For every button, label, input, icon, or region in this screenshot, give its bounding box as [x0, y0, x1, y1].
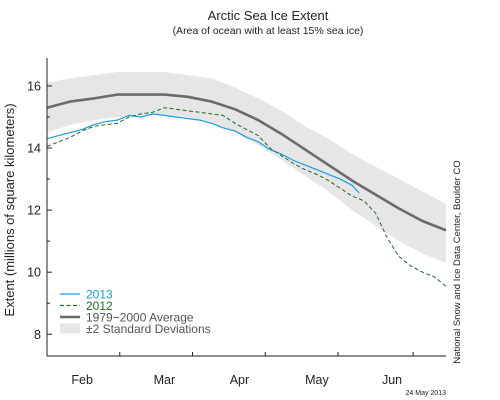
x-tick-label: Mar	[154, 373, 176, 387]
x-tick-label: May	[305, 373, 329, 387]
date-stamp: 24 May 2013	[406, 390, 447, 397]
credit-text: National Snow and Ice Data Center, Bould…	[452, 160, 463, 363]
y-tick-label: 12	[27, 204, 41, 218]
x-tick-label: Jun	[382, 373, 402, 387]
y-tick-label: 10	[27, 266, 41, 280]
series-line-2	[46, 107, 447, 287]
chart-title: Arctic Sea Ice Extent	[208, 8, 329, 23]
x-tick-label: Apr	[230, 373, 249, 387]
y-tick-label: 14	[27, 142, 41, 156]
plot-area: 8 10 12 14 16 Feb Mar Apr May Jun 201320121979−200…	[27, 58, 447, 387]
chart-subtitle: (Area of ocean with at least 15% sea ice…	[173, 25, 364, 37]
series-line-1	[46, 113, 360, 194]
series-line-0	[46, 93, 447, 232]
legend-label: ±2 Standard Deviations	[86, 322, 211, 336]
y-tick-label: 8	[34, 328, 41, 342]
legend-label: 2012	[86, 299, 113, 313]
std-dev-band	[47, 72, 446, 263]
legend-label: 1979−2000 Average	[86, 310, 194, 324]
y-tick-label: 16	[27, 79, 41, 93]
legend-label: 2013	[86, 287, 113, 301]
legend-swatch	[60, 323, 80, 334]
x-tick-label: Feb	[71, 373, 93, 387]
y-axis-label: Extent (millions of square kilometers)	[2, 103, 17, 316]
